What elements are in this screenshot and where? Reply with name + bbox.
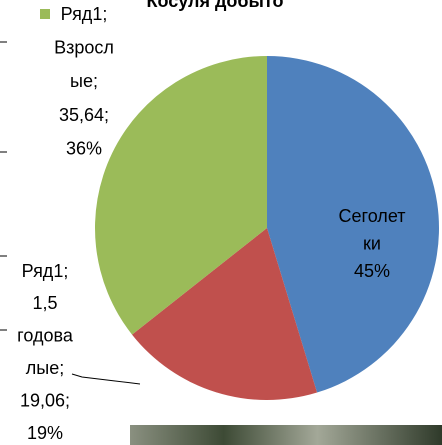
data-label: 35,64;	[59, 105, 109, 125]
data-label: 45%	[354, 261, 390, 281]
data-label: ки	[363, 233, 381, 253]
left-ticks	[0, 42, 7, 330]
data-label: годова	[17, 326, 74, 346]
data-label: 36%	[66, 139, 102, 159]
data-label: Сеголет	[339, 206, 406, 226]
data-label: Ряд1;	[61, 4, 108, 24]
data-label: лые;	[26, 358, 64, 378]
leader-line	[72, 374, 140, 384]
data-label: 19%	[27, 423, 63, 443]
data-label: Взросл	[54, 37, 114, 57]
chart-title: Косуля добыто	[147, 0, 284, 11]
data-label: 19,06;	[20, 390, 70, 410]
data-label: Ряд1;	[22, 261, 69, 281]
data-label: ые;	[70, 71, 98, 91]
chart: Косуля добыто Сеголет ки 45% Ряд1; 1,5 годова…	[0, 0, 442, 445]
photo	[130, 425, 442, 445]
data-label: 1,5	[32, 293, 57, 313]
legend-marker	[40, 9, 50, 19]
pie	[95, 56, 439, 400]
